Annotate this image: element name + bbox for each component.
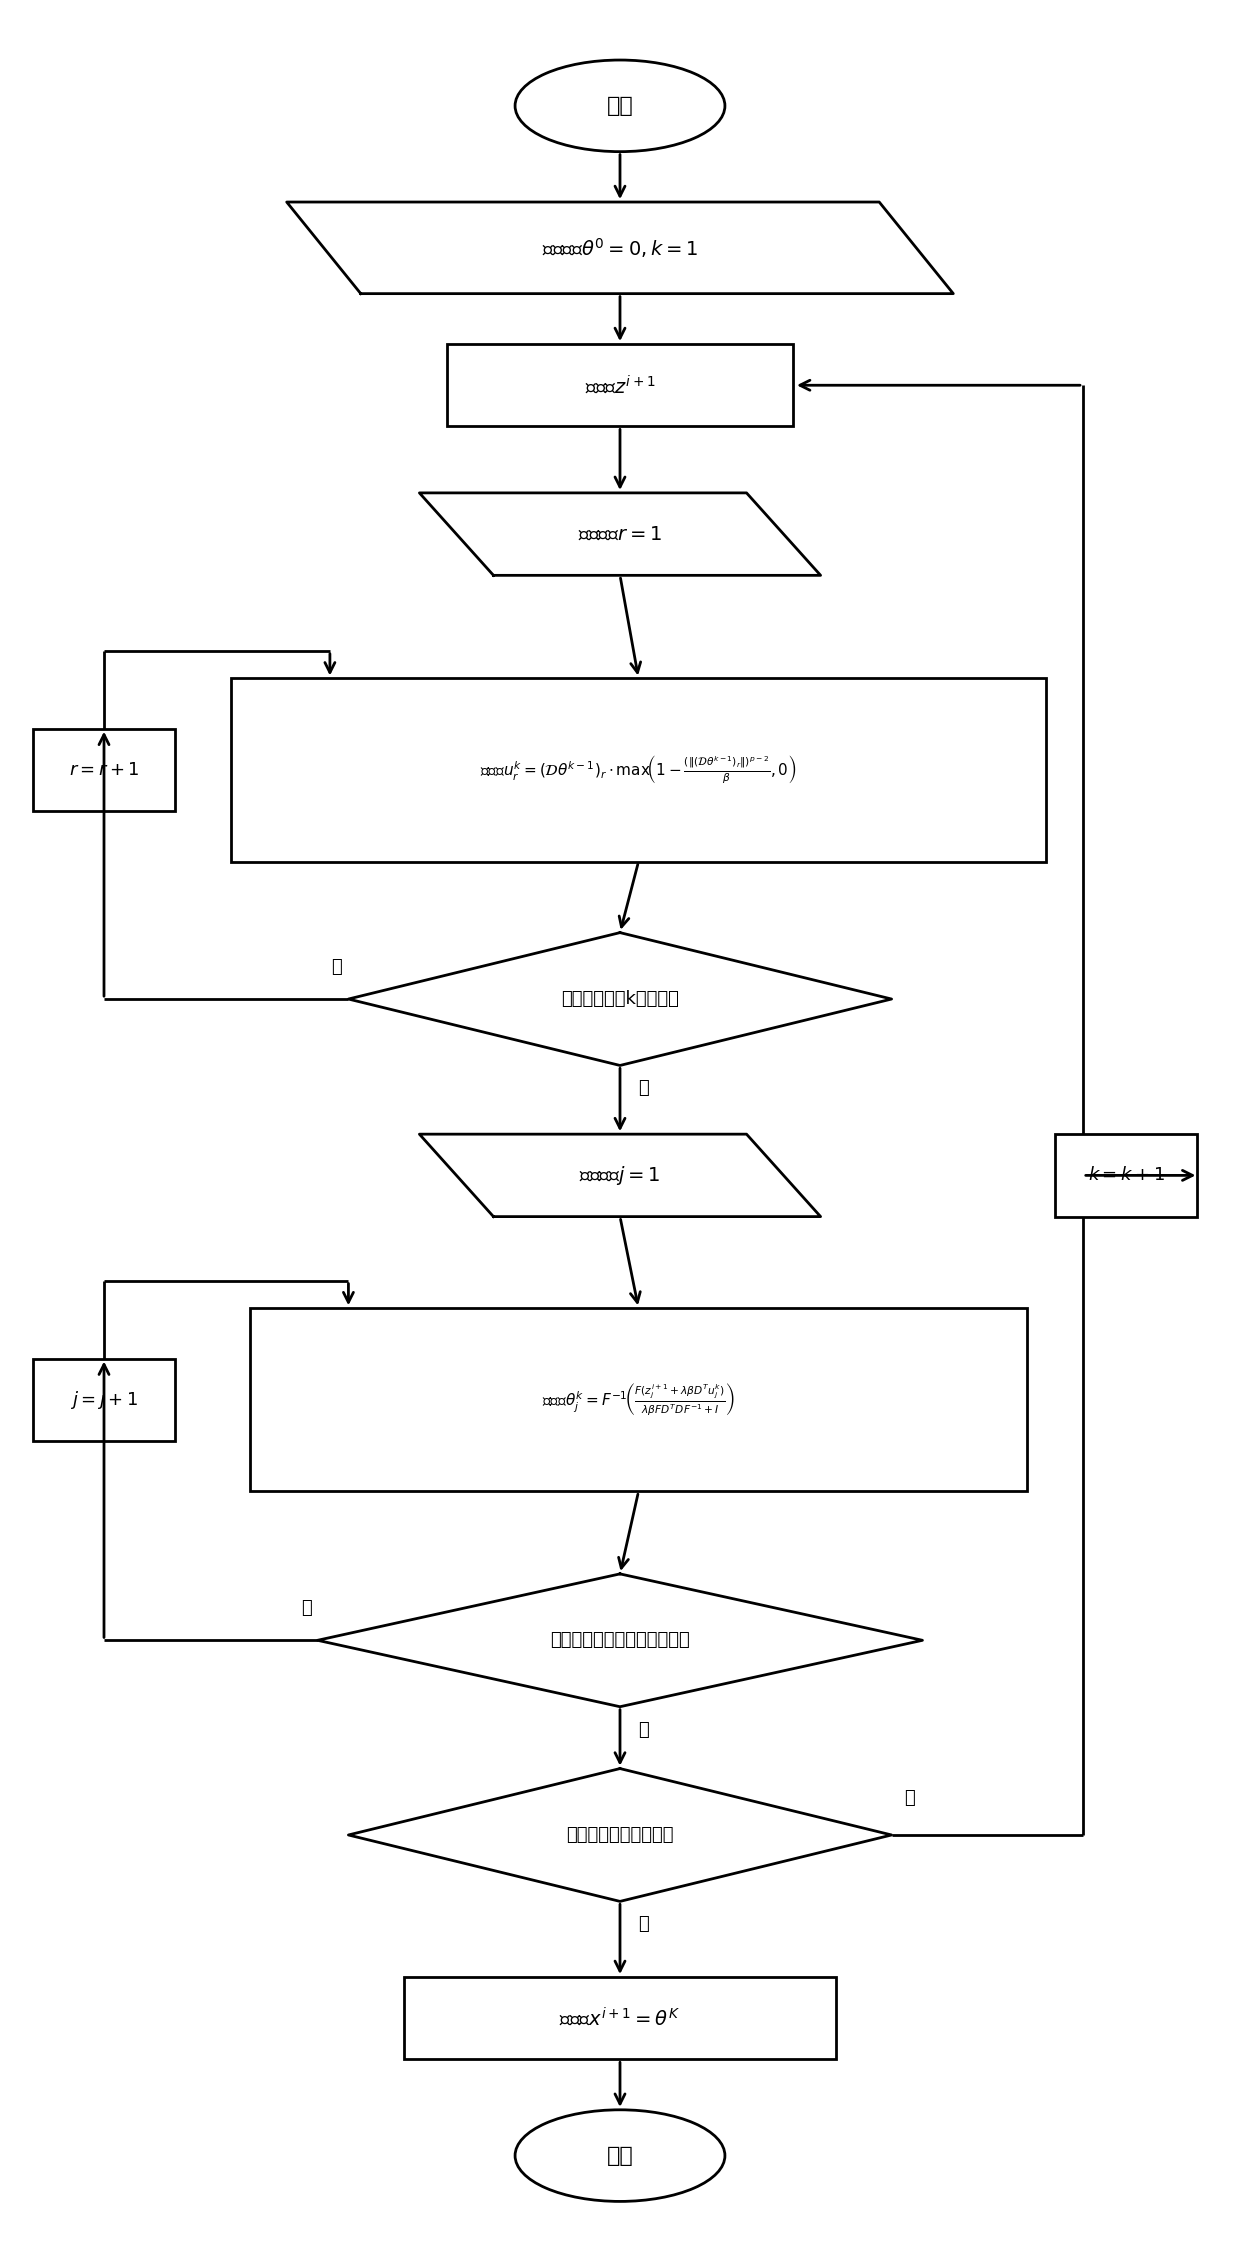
Text: 否: 否 [904,1789,915,1807]
Text: 输出：$x^{i+1}=\theta^K$: 输出：$x^{i+1}=\theta^K$ [559,2007,681,2030]
Polygon shape [348,1768,892,1901]
Text: 计算：$u_r^k=(\mathcal{D}\theta^{k-1})_r\cdot\max\!\left(1-\frac{(\|(\mathcal{D}\th: 计算：$u_r^k=(\mathcal{D}\theta^{k-1})_r\cd… [480,754,797,787]
Text: 初始化：$j=1$: 初始化：$j=1$ [579,1163,661,1188]
Polygon shape [317,1575,923,1708]
Ellipse shape [515,2110,725,2200]
Bar [404,1978,836,2059]
Polygon shape [419,493,821,576]
Text: 初始化：$\theta^0=0,k=1$: 初始化：$\theta^0=0,k=1$ [542,236,698,259]
Text: 是否达到最大迭代次数: 是否达到最大迭代次数 [567,1827,673,1845]
Text: 计算：$\theta_j^k=F^{-1}\!\left(\frac{F(z_j^{i+1}+\lambda\beta D^Tu_j^k)}{\lambda\b: 计算：$\theta_j^k=F^{-1}\!\left(\frac{F(z_j… [542,1382,735,1418]
Text: 否: 否 [331,958,342,976]
Text: 开始: 开始 [606,97,634,115]
Text: $j=j+1$: $j=j+1$ [69,1388,138,1411]
Polygon shape [286,202,954,295]
Text: 初始化：$r=1$: 初始化：$r=1$ [578,524,662,544]
Text: 是: 是 [639,1915,650,1933]
Bar [231,680,1045,862]
Text: 是否完成所有灵敏度信息算子: 是否完成所有灵敏度信息算子 [551,1631,689,1649]
Bar [249,1307,1028,1492]
Polygon shape [419,1134,821,1217]
Bar [448,344,792,428]
Text: $k=k+1$: $k=k+1$ [1087,1166,1164,1184]
Text: 是: 是 [639,1080,650,1098]
Text: 结束: 结束 [606,2146,634,2164]
Bar [33,1359,175,1440]
Ellipse shape [515,61,725,151]
Text: 输入：$z^{i+1}$: 输入：$z^{i+1}$ [584,374,656,396]
Text: 是: 是 [639,1721,650,1739]
Bar [1055,1134,1197,1217]
Text: 否: 否 [300,1600,311,1618]
Text: $r=r+1$: $r=r+1$ [68,760,139,778]
Polygon shape [348,932,892,1066]
Text: 是否完成所有k空间位置: 是否完成所有k空间位置 [560,990,680,1008]
Bar [33,729,175,812]
